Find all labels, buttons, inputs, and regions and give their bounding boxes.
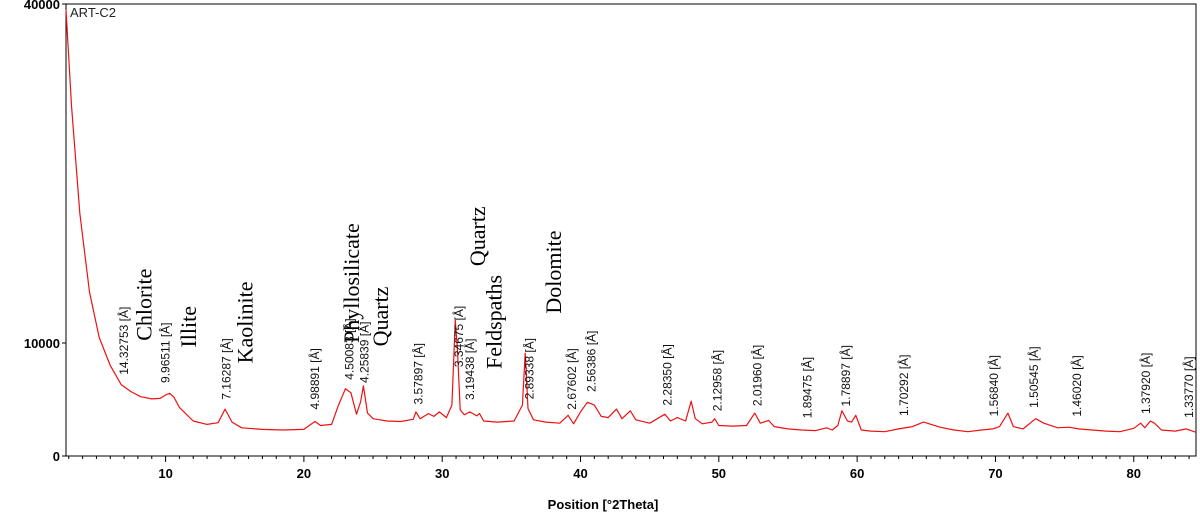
d-spacing-label: 3.19438 [Å] xyxy=(462,339,477,400)
d-spacing-label: 1.33770 [Å] xyxy=(1181,356,1196,417)
x-tick-label: 80 xyxy=(1127,466,1141,481)
d-spacing-label: 2.28350 [Å] xyxy=(660,344,675,405)
d-spacing-label: 1.78897 [Å] xyxy=(838,345,853,406)
d-spacing-label: 1.56840 [Å] xyxy=(986,355,1001,416)
mineral-label: Feldspaths xyxy=(482,275,507,369)
x-tick-label: 10 xyxy=(158,466,172,481)
d-spacing-label: 1.89475 [Å] xyxy=(799,357,814,418)
d-spacing-label: 1.37920 [Å] xyxy=(1138,353,1153,414)
d-spacing-label: 4.98891 [Å] xyxy=(307,348,322,409)
x-tick-label: 30 xyxy=(435,466,449,481)
d-spacing-label: 2.12958 [Å] xyxy=(709,350,724,411)
d-spacing-label: 14.32753 [Å] xyxy=(116,307,131,375)
y-tick-label: 40000 xyxy=(24,0,60,12)
x-tick-label: 70 xyxy=(988,466,1002,481)
d-spacing-label: 4.50083 [Å] xyxy=(342,318,357,379)
d-spacing-label: 7.16287 [Å] xyxy=(218,338,233,399)
d-spacing-label: 1.70292 [Å] xyxy=(896,355,911,416)
d-spacing-label: 1.50545 [Å] xyxy=(1026,346,1041,407)
d-spacing-label: 3.57897 [Å] xyxy=(411,343,426,404)
sample-label: ART-C2 xyxy=(70,5,116,20)
d-spacing-label: 9.96511 [Å] xyxy=(158,322,173,383)
d-spacing-label: 1.46020 [Å] xyxy=(1069,355,1084,416)
d-spacing-label: 2.01960 [Å] xyxy=(750,345,765,406)
d-spacing-label: 3.34675 [Å] xyxy=(451,306,466,367)
x-tick-label: 40 xyxy=(573,466,587,481)
label-layer: 14.32753 [Å] 9.96511 [Å] 7.16287 [Å] 4.9889… xyxy=(116,206,1196,418)
mineral-label: Quartz xyxy=(465,206,490,266)
plot-frame xyxy=(65,3,1197,457)
x-axis-label: Position [°2Theta] xyxy=(548,497,659,512)
d-spacing-label: 2.67602 [Å] xyxy=(564,348,579,409)
d-spacing-label: 2.56386 [Å] xyxy=(584,331,599,392)
mineral-label: Chlorite xyxy=(132,269,157,341)
mineral-label: Phyllosilicate xyxy=(339,223,364,343)
diffractogram-line xyxy=(65,9,1197,433)
mineral-label: Dolomite xyxy=(541,231,566,314)
y-tick-label: 0 xyxy=(53,449,60,464)
x-tick-label: 50 xyxy=(712,466,726,481)
y-tick-label: 10000 xyxy=(24,336,60,351)
axes-layer: 0 10000 40000 10 20 30 40 50 60 70 80 xyxy=(24,0,1197,481)
d-spacing-label: 4.25839 [Å] xyxy=(357,322,372,383)
d-spacing-label: 2.89338 [Å] xyxy=(521,338,536,399)
x-tick-label: 60 xyxy=(850,466,864,481)
mineral-label: Illite xyxy=(176,306,201,348)
plot-layer xyxy=(65,9,1197,433)
mineral-label: Quartz xyxy=(368,286,393,346)
mineral-label: Kaolinite xyxy=(233,281,258,363)
x-tick-label: 20 xyxy=(297,466,311,481)
